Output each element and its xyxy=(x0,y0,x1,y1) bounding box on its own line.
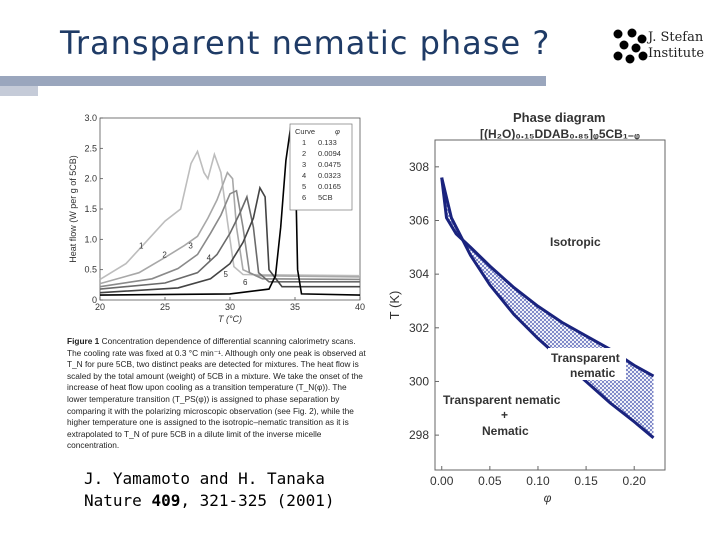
y-tick-label: 308 xyxy=(409,160,429,174)
transparent-nematic-label-line1: Transparent xyxy=(551,351,620,365)
y-tick-label: 302 xyxy=(409,321,429,335)
series-label-3: 3 xyxy=(188,241,193,250)
x-tick-label: 20 xyxy=(95,302,105,312)
x-tick-label: 35 xyxy=(290,302,300,312)
legend-curve-1: 1 xyxy=(302,138,306,147)
title-underline-accent xyxy=(0,86,38,96)
series-label-5: 5 xyxy=(224,270,229,279)
legend-title-curve: Curve xyxy=(295,127,315,136)
legend-phi-2: 0.0094 xyxy=(318,149,341,158)
y-tick-label: 1.5 xyxy=(84,204,97,214)
reference: J. Yamamoto and H. Tanaka Nature 409, 32… xyxy=(84,468,334,512)
title-underline xyxy=(0,76,546,86)
series-label-6: 6 xyxy=(243,278,248,287)
x-tick-label: 0.15 xyxy=(574,474,598,488)
jsi-logo-icon xyxy=(613,28,648,64)
institute-name-line2: Institute xyxy=(648,46,705,61)
legend-curve-5: 5 xyxy=(302,182,306,191)
two-phase-label-line2: + xyxy=(501,408,508,422)
y-tick-label: 0 xyxy=(92,295,97,305)
phase-diagram-title: Phase diagram xyxy=(513,110,606,125)
series-line-5 xyxy=(99,185,360,294)
legend-phi-4: 0.0323 xyxy=(318,171,341,180)
reference-authors: J. Yamamoto and H. Tanaka xyxy=(84,469,325,488)
y-tick-label: 3.0 xyxy=(84,113,97,123)
y-tick-label: 2.5 xyxy=(84,143,97,153)
y-tick-label: 304 xyxy=(409,267,429,281)
institute-name-line1: J. Stefan xyxy=(648,30,704,45)
y-tick-label: 298 xyxy=(409,428,429,442)
x-tick-label: 0.20 xyxy=(623,474,647,488)
y-tick-label: 306 xyxy=(409,213,429,227)
legend-curve-4: 4 xyxy=(302,171,306,180)
legend-title-phi: φ xyxy=(335,127,340,136)
isotropic-label: Isotropic xyxy=(550,235,601,249)
series-label-1: 1 xyxy=(139,241,144,250)
legend-box xyxy=(289,123,353,211)
x-axis-label: φ xyxy=(544,491,552,505)
y-axis-label: Heat flow (W per g of 5CB) xyxy=(68,155,78,263)
series-line-4 xyxy=(99,194,360,290)
x-axis-label: T (°C) xyxy=(218,314,242,324)
transparent-nematic-label-line2: nematic xyxy=(570,366,616,380)
x-tick-label: 30 xyxy=(225,302,235,312)
two-phase-label-line3: Nematic xyxy=(482,424,529,438)
legend-phi-6: 5CB xyxy=(318,193,333,202)
slide-title: Transparent nematic phase ? xyxy=(60,24,551,62)
x-tick-label: 0.00 xyxy=(430,474,454,488)
transparent-nematic-label-bg xyxy=(548,348,626,380)
series-label-2: 2 xyxy=(162,251,167,260)
y-tick-label: 2.0 xyxy=(84,174,97,184)
phase-diagram-chart: Phase diagram [(H₂O)₀.₁₅DDAB₀.₈₅]ᵩ5CB₁₋ᵩ 0… xyxy=(387,110,666,505)
reference-citation: Nature 409, 321-325 (2001) xyxy=(84,490,334,512)
legend-curve-6: 6 xyxy=(302,193,306,202)
legend-curve-2: 2 xyxy=(302,149,306,158)
y-tick-label: 0.5 xyxy=(84,265,97,275)
reference-volume: 409 xyxy=(151,491,181,510)
legend-phi-3: 0.0475 xyxy=(318,160,341,169)
x-tick-label: 0.05 xyxy=(478,474,502,488)
phase-diagram-subtitle: [(H₂O)₀.₁₅DDAB₀.₈₅]ᵩ5CB₁₋ᵩ xyxy=(480,127,640,141)
institute-name: J. Stefan Institute xyxy=(648,30,704,62)
figure-caption-label: Figure 1 xyxy=(67,336,100,346)
legend-phi-1: 0.133 xyxy=(318,138,337,147)
plot-frame xyxy=(434,139,666,471)
figure-caption: Figure 1 Concentration dependence of dif… xyxy=(67,336,367,452)
series-label-4: 4 xyxy=(207,254,212,263)
y-tick-label: 300 xyxy=(409,374,429,388)
legend-phi-5: 0.0165 xyxy=(318,182,341,191)
reference-pages: , 321-325 (2001) xyxy=(180,491,335,510)
series-line-1 xyxy=(99,149,361,281)
figure-caption-text: Concentration dependence of differential… xyxy=(67,336,366,451)
two-phase-label-line1: Transparent nematic xyxy=(443,393,561,407)
y-tick-label: 1.0 xyxy=(84,234,97,244)
reference-journal: Nature xyxy=(84,491,142,510)
legend-curve-3: 3 xyxy=(302,160,306,169)
series-line-6 xyxy=(99,123,361,296)
x-tick-label: 40 xyxy=(355,302,365,312)
series-line-3 xyxy=(99,189,361,288)
x-tick-label: 25 xyxy=(160,302,170,312)
x-tick-label: 0.10 xyxy=(526,474,550,488)
series-line-2 xyxy=(99,171,361,285)
y-axis-label: T (K) xyxy=(387,291,402,320)
